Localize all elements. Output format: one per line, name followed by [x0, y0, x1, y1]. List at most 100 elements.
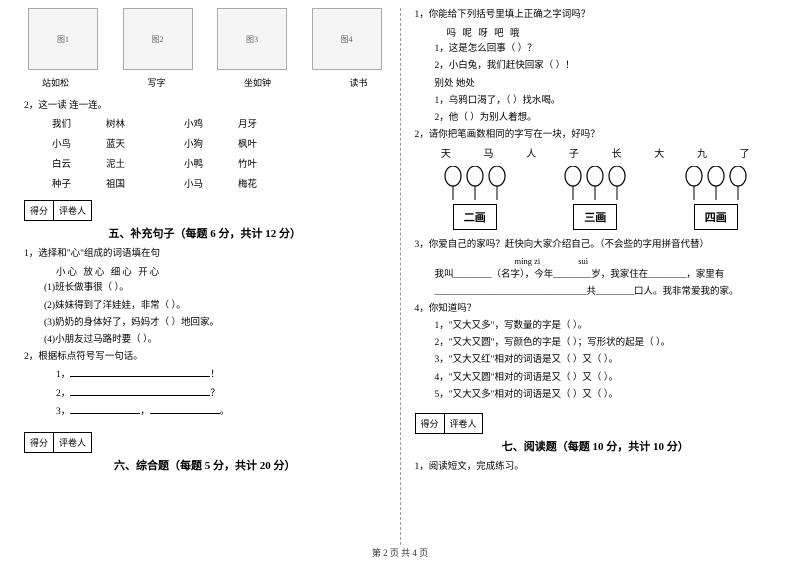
question-intro: 3，你爱自己的家吗？赶快向大家介绍自己。（不会些的字用拼音代替）	[415, 238, 777, 253]
word: 树林	[106, 116, 160, 130]
line-num: 2，	[56, 389, 70, 399]
line-num: 1，	[56, 370, 70, 380]
fill-text: 我叫________（名字），今年________岁，我家住在________，…	[415, 268, 777, 283]
char: 人	[526, 145, 536, 160]
page-footer: 第 2 页 共 4 页	[0, 546, 800, 559]
word: 祖国	[106, 176, 160, 190]
balloon-icon	[487, 166, 507, 200]
score-label: 得分	[25, 201, 54, 220]
score-box: 得分 评卷人	[415, 413, 483, 434]
punct: ，	[140, 407, 150, 417]
word: 小狗	[184, 136, 238, 150]
balloon-group	[443, 166, 507, 200]
word: 竹叶	[238, 156, 292, 170]
option-list: 吗 呢 呀 吧 哦	[415, 25, 777, 39]
word-row: 小鸟 蓝天 小狗 枫叶	[24, 136, 386, 150]
stroke-box: 二画	[453, 204, 497, 230]
image-placeholder: 图2	[123, 8, 193, 70]
score-label: 评卷人	[54, 433, 91, 452]
question-intro: 1，你能给下列括号里填上正确之字词吗？	[415, 8, 777, 23]
question-text: 1，选择和"心"组成的词语填在句	[24, 247, 386, 262]
score-label: 评卷人	[54, 201, 91, 220]
blank-sentence: 3， ， 。	[24, 404, 386, 420]
char: 子	[569, 145, 579, 160]
word-matching: 我们 树林 小鸡 月牙 小鸟 蓝天 小狗 枫叶 白云 泥土 小鸭 竹叶 种子 祖…	[24, 116, 386, 190]
fill-text: ________________________________共_______…	[415, 285, 777, 300]
word-row: 我们 树林 小鸡 月牙	[24, 116, 386, 130]
image-placeholder: 图4	[312, 8, 382, 70]
stroke-box: 三画	[573, 204, 617, 230]
word: 小马	[184, 176, 238, 190]
score-box: 得分 评卷人	[24, 200, 92, 221]
question-intro: 2，这一读 连一连。	[24, 99, 386, 114]
sub-item: 3，"又大又红"相对的词语是又（ ）又（ ）。	[415, 353, 777, 368]
balloon-icon	[728, 166, 748, 200]
blank[interactable]	[70, 404, 140, 414]
question-text: 1，阅读短文，完成练习。	[415, 460, 777, 475]
sub-item: 1，乌鸦口渴了，（ ）找水喝。	[415, 94, 777, 109]
word: 白云	[52, 156, 106, 170]
blank-sentence: 2，？	[24, 386, 386, 402]
sub-item: 5，"又大又多"相对的词语是又（ ）又（ ）。	[415, 388, 777, 403]
section-title: 七、阅读题（每题 10 分，共计 10 分）	[415, 438, 777, 454]
punct: ！	[210, 370, 220, 380]
char: 了	[740, 145, 750, 160]
punct: 。	[220, 407, 230, 417]
balloon-icon	[607, 166, 627, 200]
sub-item: (3)奶奶的身体好了，妈妈才（ ）地回家。	[24, 316, 386, 331]
caption: 读书	[349, 76, 367, 89]
sub-item: 2，他（ ）为别人着想。	[415, 111, 777, 126]
word: 月牙	[238, 116, 292, 130]
sub-item: 1，"又大又多"，写数量的字是（ ）。	[415, 319, 777, 334]
balloon-icon	[585, 166, 605, 200]
char: 马	[484, 145, 494, 160]
char: 大	[654, 145, 664, 160]
right-column: 1，你能给下列括号里填上正确之字词吗？ 吗 呢 呀 吧 哦 1，这是怎么回事（ …	[401, 8, 783, 545]
char: 天	[441, 145, 451, 160]
option-list: 小心 放心 细心 开心	[24, 264, 386, 278]
blank[interactable]	[70, 386, 210, 396]
word: 枫叶	[238, 136, 292, 150]
image-row: 图1 图2 图3 图4	[24, 8, 386, 70]
question-intro: 4，你知道吗？	[415, 302, 777, 317]
sub-item: 1，这是怎么回事（ ）？	[415, 42, 777, 57]
balloon-icon	[684, 166, 704, 200]
word-row: 种子 祖国 小马 梅花	[24, 176, 386, 190]
sub-item: (1)班长做事很（ ）。	[24, 281, 386, 296]
sub-item: 4，"又大又圆"相对的词语是又（ ）又（ ）。	[415, 371, 777, 386]
word: 泥土	[106, 156, 160, 170]
caption-row: 站如松 写字 坐如钟 读书	[24, 76, 386, 89]
pinyin: suì	[578, 256, 588, 266]
line-num: 3，	[56, 407, 70, 417]
caption: 站如松	[42, 76, 69, 89]
sub-item: 2，小白兔，我们赶快回家（ ）！	[415, 59, 777, 74]
word: 梅花	[238, 176, 292, 190]
pinyin: míng zi	[515, 256, 541, 266]
word: 我们	[52, 116, 106, 130]
blank[interactable]	[150, 404, 220, 414]
caption: 坐如钟	[244, 76, 271, 89]
char: 九	[697, 145, 707, 160]
balloon-group	[563, 166, 627, 200]
score-label: 评卷人	[445, 414, 482, 433]
word: 小鸡	[184, 116, 238, 130]
sub-item: (2)妹妹得到了洋娃娃，非常（ ）。	[24, 299, 386, 314]
blank-sentence: 1， ！	[24, 367, 386, 383]
sub-item: (4)小朋友过马路时要（ ）。	[24, 333, 386, 348]
image-placeholder: 图3	[217, 8, 287, 70]
char: 长	[612, 145, 622, 160]
word: 种子	[52, 176, 106, 190]
word: 小鸭	[184, 156, 238, 170]
question-intro: 2，请你把笔画数相同的字写在一块，好吗？	[415, 128, 777, 143]
word-row: 白云 泥土 小鸭 竹叶	[24, 156, 386, 170]
stroke-labels: 二画 三画 四画	[415, 204, 777, 230]
score-label: 得分	[25, 433, 54, 452]
sub-item: 2，"又大又圆"，写颜色的字是（ ）；写形状的起是（ ）。	[415, 336, 777, 351]
stroke-box: 四画	[694, 204, 738, 230]
word: 蓝天	[106, 136, 160, 150]
blank[interactable]	[70, 367, 210, 377]
balloon-icon	[443, 166, 463, 200]
balloon-group	[684, 166, 748, 200]
question-text: 2，根据标点符号写一句话。	[24, 350, 386, 365]
caption: 写字	[147, 76, 165, 89]
